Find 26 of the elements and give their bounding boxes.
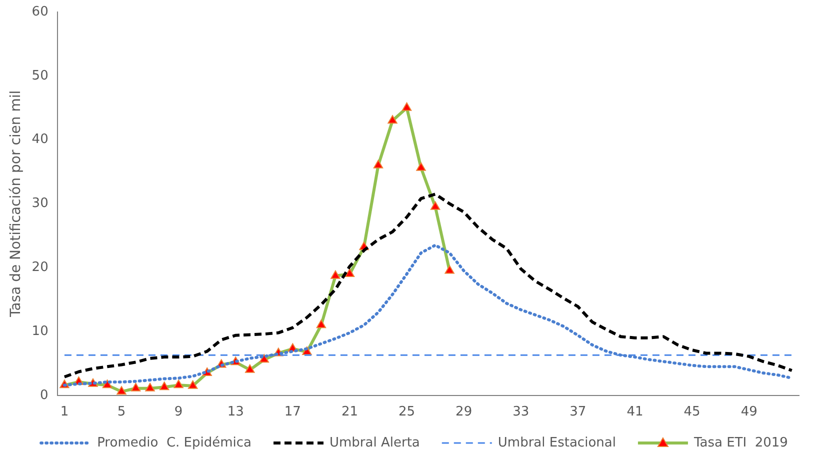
x-tick-label: 25 xyxy=(398,404,416,420)
x-tick-label: 45 xyxy=(684,404,700,420)
x-tick-label: 37 xyxy=(570,404,586,420)
x-tick-label: 33 xyxy=(512,404,530,420)
x-tick-label: 9 xyxy=(174,404,183,420)
y-tick-label: 50 xyxy=(32,68,48,84)
line-series xyxy=(62,192,794,378)
y-tick-label: 10 xyxy=(32,324,48,339)
y-tick-label: 40 xyxy=(32,132,48,148)
y-tick-label: 20 xyxy=(32,260,48,275)
x-tick-label: 21 xyxy=(341,404,358,420)
legend-label: Umbral Estacional xyxy=(498,435,616,450)
x-tick-label: 41 xyxy=(626,404,644,420)
y-tick-label: 30 xyxy=(32,196,48,212)
y-axis-title: Tasa de Notificación por cien mil xyxy=(8,90,24,318)
x-tick-label: 1 xyxy=(60,404,69,420)
y-tick-label: 60 xyxy=(32,4,48,20)
x-tick-label: 49 xyxy=(740,404,758,420)
x-tick-label: 13 xyxy=(227,404,244,420)
x-tick-label: 5 xyxy=(117,404,126,420)
legend-label: Tasa ETI 2019 xyxy=(692,435,788,450)
legend-label: Promedio C. Epidémica xyxy=(97,435,252,450)
y-tick-label: 0 xyxy=(40,388,48,403)
legend-label: Umbral Alerta xyxy=(330,435,420,450)
x-tick-label: 29 xyxy=(456,404,472,420)
x-tick-label: 17 xyxy=(284,404,301,420)
